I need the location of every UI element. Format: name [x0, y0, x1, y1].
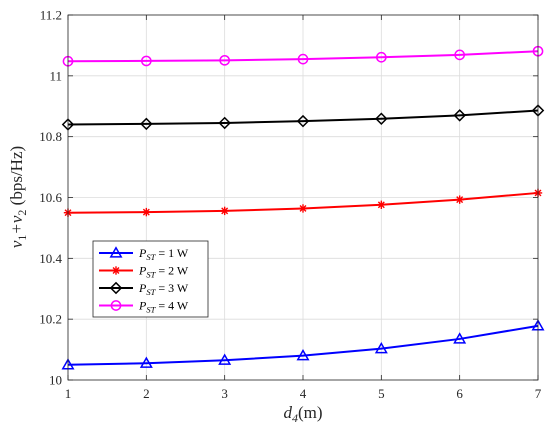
y-axis-label-plus: +v	[7, 215, 26, 234]
data-point	[377, 200, 386, 209]
legend-label-p: P	[138, 281, 147, 295]
data-point	[453, 109, 466, 122]
data-point	[139, 356, 153, 368]
x-tick-label: 1	[65, 386, 72, 401]
legend-label: PST = 2 W	[138, 264, 189, 280]
legend-label-p: P	[138, 264, 147, 278]
x-axis-label-rest: (m)	[298, 403, 323, 422]
series-line	[67, 324, 539, 366]
data-point	[140, 117, 153, 131]
series-3	[61, 104, 545, 131]
data-point	[218, 353, 232, 365]
legend-item: PST = 4 W	[99, 299, 189, 315]
data-point	[454, 49, 466, 61]
data-point	[296, 114, 310, 128]
data-point	[375, 112, 388, 125]
legend-marker	[110, 300, 122, 311]
legend-item: PST = 3 W	[99, 281, 189, 297]
series-line	[67, 109, 539, 126]
y-axis-label-s1: 1	[15, 235, 29, 241]
y-axis-label-v1: v	[7, 240, 26, 248]
data-point	[374, 341, 388, 354]
x-tick-label: 2	[143, 386, 150, 401]
legend-label-p: P	[138, 299, 147, 313]
legend-label: PST = 1 W	[138, 246, 189, 262]
x-axis-label-main: d	[283, 403, 292, 422]
legend-marker	[109, 246, 123, 258]
data-point	[142, 207, 151, 217]
legend-label-rest: = 2 W	[155, 264, 189, 278]
legend-label-rest: = 3 W	[155, 281, 189, 295]
x-tick-label: 7	[535, 386, 542, 401]
data-point	[375, 51, 387, 63]
x-axis-label-sub: 4	[292, 411, 298, 425]
legend-marker	[109, 281, 123, 295]
data-point	[453, 332, 467, 344]
legend-label-sub: ST	[146, 270, 156, 280]
legend-label-rest: = 4 W	[155, 299, 189, 313]
y-tick-label: 10.6	[39, 190, 62, 205]
series-line	[67, 50, 539, 63]
series-layer	[61, 45, 545, 370]
data-point	[455, 195, 464, 204]
x-tick-label: 5	[378, 386, 385, 401]
legend-item: PST = 2 W	[99, 264, 189, 280]
y-tick-label: 10	[49, 373, 62, 388]
legend-label: PST = 3 W	[138, 281, 189, 297]
legend-label-rest: = 1 W	[155, 246, 189, 260]
data-point	[296, 348, 310, 361]
data-point	[218, 116, 231, 130]
data-point	[297, 53, 309, 65]
y-tick-label: 11.2	[40, 8, 62, 23]
legend-item: PST = 1 W	[99, 246, 189, 262]
y-axis-label-rest: (bps/Hz)	[7, 146, 26, 210]
y-axis-label: v1+v2 (bps/Hz)	[7, 146, 29, 248]
x-tick-label: 4	[300, 386, 307, 401]
y-tick-label: 10.4	[39, 251, 62, 266]
x-tick-label: 6	[456, 386, 463, 401]
x-tick-label: 3	[221, 386, 228, 401]
legend-label-sub: ST	[146, 287, 156, 297]
y-axis-label-s2: 2	[15, 210, 29, 216]
legend-label-sub: ST	[146, 252, 156, 262]
legend-marker	[111, 266, 121, 275]
data-point	[140, 55, 152, 67]
legend-label: PST = 4 W	[138, 299, 189, 315]
legend-label-sub: ST	[146, 305, 156, 315]
data-point	[219, 54, 231, 66]
legend-label-p: P	[138, 246, 147, 260]
x-axis-label: d4(m)	[283, 403, 322, 425]
ticks: 1 2 3 4 5 6 7 10 10.2 10.4 10.6 10.8 11 11.2	[39, 8, 542, 402]
y-tick-label: 10.8	[39, 129, 62, 144]
y-tick-label: 10.2	[39, 312, 62, 327]
y-tick-label: 11	[49, 68, 62, 83]
data-point	[298, 204, 308, 213]
data-point	[220, 206, 229, 216]
